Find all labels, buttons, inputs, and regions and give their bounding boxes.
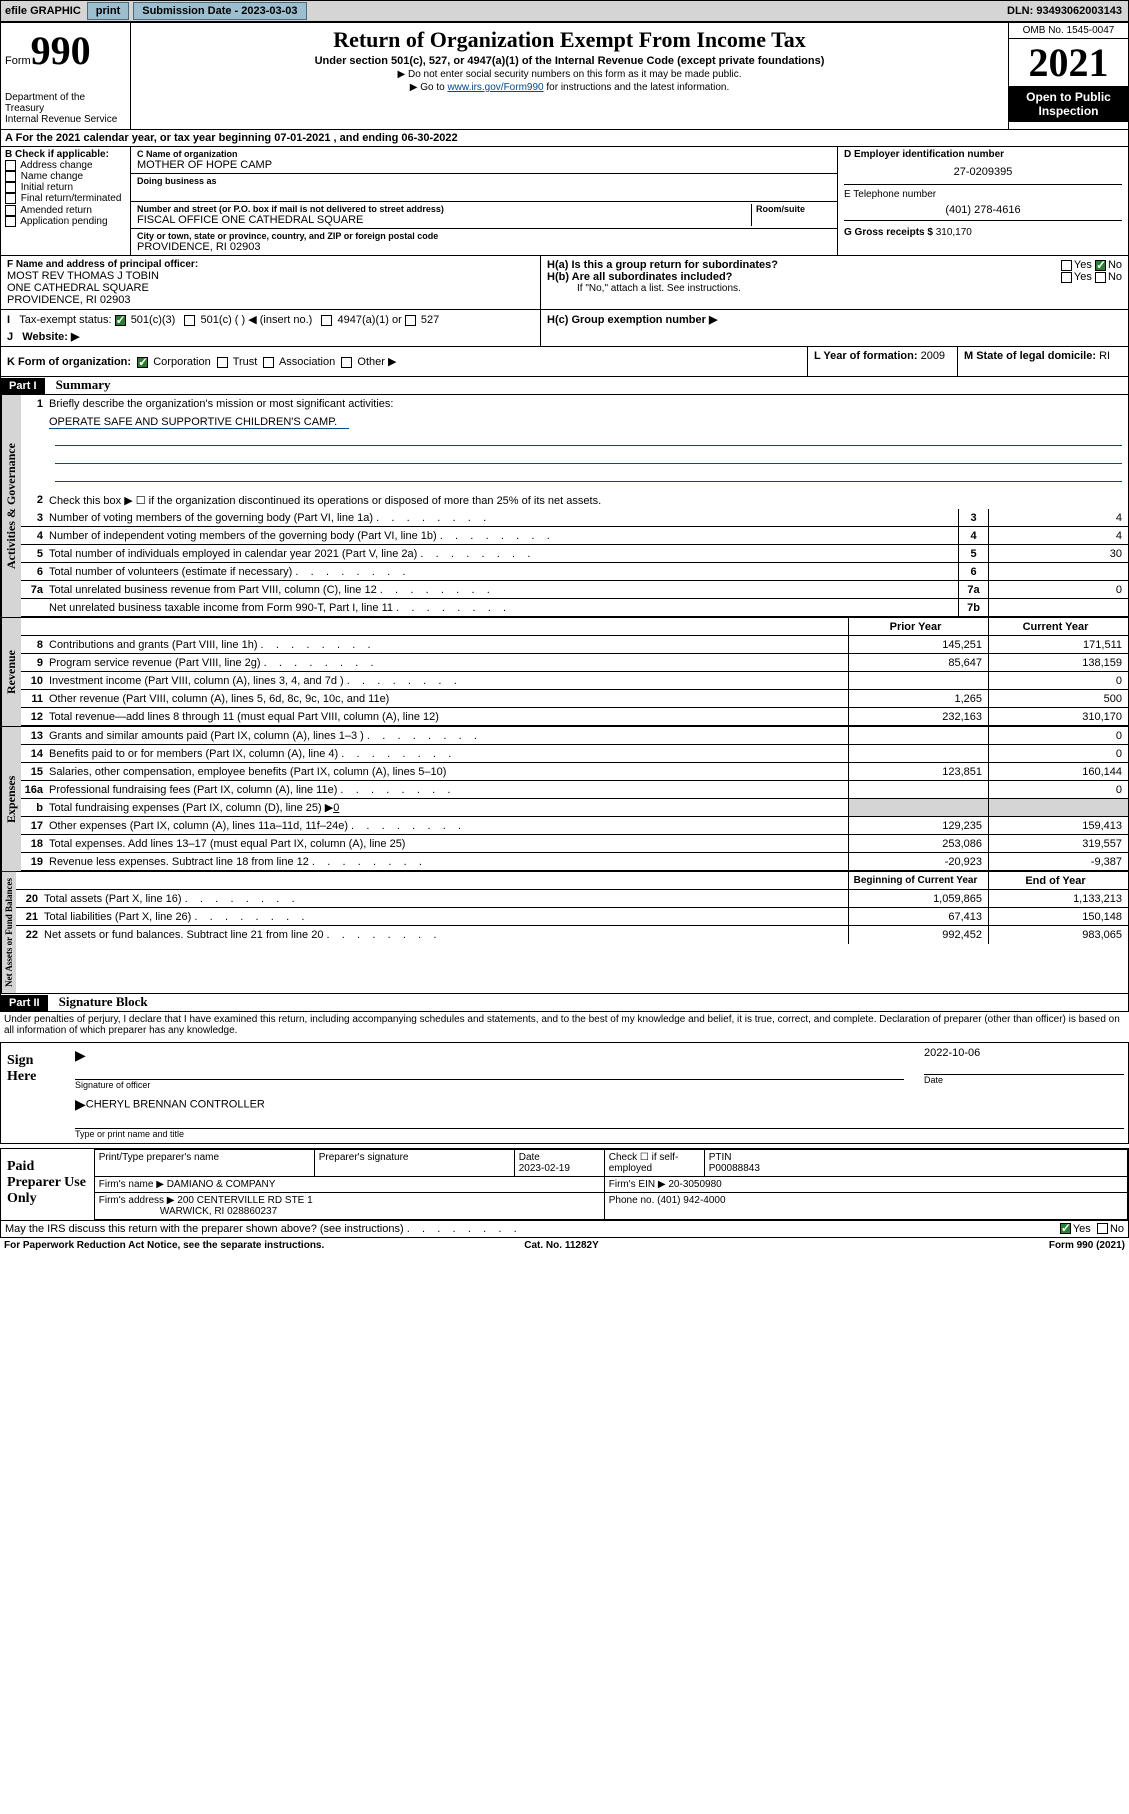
ein-value: 27-0209395	[844, 160, 1122, 184]
section-klm: K Form of organization: Corporation Trus…	[0, 347, 1129, 377]
topbar: efile GRAPHIC print Submission Date - 20…	[0, 0, 1129, 22]
print-button[interactable]: print	[87, 2, 129, 20]
tax-year: 2021	[1009, 39, 1128, 86]
form-title: Return of Organization Exempt From Incom…	[135, 27, 1004, 53]
501c-checkbox[interactable]	[184, 315, 195, 326]
4947-checkbox[interactable]	[321, 315, 332, 326]
501c3-checkbox[interactable]	[115, 315, 126, 326]
phone-value: (401) 278-4616	[844, 200, 1122, 220]
association-checkbox[interactable]	[263, 357, 274, 368]
col-b: B Check if applicable: Address change Na…	[1, 147, 131, 255]
revenue-section: Revenue Prior YearCurrent Year 8Contribu…	[0, 617, 1129, 726]
netassets-section: Net Assets or Fund Balances Beginning of…	[0, 871, 1129, 994]
group-return-no-checkbox[interactable]	[1095, 260, 1106, 271]
gross-receipts: 310,170	[936, 227, 972, 238]
sign-here-section: Sign Here ▶Signature of officer 2022-10-…	[0, 1042, 1129, 1144]
org-city: PROVIDENCE, RI 02903	[137, 241, 831, 253]
form-note2: ▶ Go to www.irs.gov/Form990 for instruct…	[135, 82, 1004, 93]
line4-value: 4	[988, 527, 1128, 544]
discuss-no-checkbox[interactable]	[1097, 1223, 1108, 1234]
efile-label: efile GRAPHIC	[1, 5, 85, 17]
state-domicile: RI	[1099, 350, 1110, 362]
line7a-value: 0	[988, 581, 1128, 598]
other-checkbox[interactable]	[341, 357, 352, 368]
section-ij: I Tax-exempt status: 501(c)(3) 501(c) ( …	[0, 310, 1129, 347]
preparer-table: Print/Type preparer's name Preparer's si…	[94, 1149, 1128, 1220]
paid-preparer-section: Paid Preparer Use Only Print/Type prepar…	[0, 1148, 1129, 1221]
discuss-yes-checkbox[interactable]	[1060, 1223, 1071, 1234]
form990-link[interactable]: www.irs.gov/Form990	[447, 82, 543, 93]
line5-value: 30	[988, 545, 1128, 562]
form-subtitle: Under section 501(c), 527, or 4947(a)(1)…	[135, 55, 1004, 67]
footer: For Paperwork Reduction Act Notice, see …	[0, 1238, 1129, 1253]
discuss-row: May the IRS discuss this return with the…	[0, 1221, 1129, 1238]
trust-checkbox[interactable]	[217, 357, 228, 368]
final-return-checkbox[interactable]	[5, 193, 16, 204]
527-checkbox[interactable]	[405, 315, 416, 326]
name-change-checkbox[interactable]	[5, 171, 16, 182]
omb-label: OMB No. 1545-0047	[1009, 23, 1128, 39]
org-address: FISCAL OFFICE ONE CATHEDRAL SQUARE	[137, 214, 751, 226]
section-fh: F Name and address of principal officer:…	[0, 256, 1129, 310]
group-return-yes-checkbox[interactable]	[1061, 260, 1072, 271]
ptin-value: P00088843	[709, 1163, 760, 1174]
officer-name: MOST REV THOMAS J TOBIN	[7, 270, 534, 282]
governance-tab: Activities & Governance	[1, 395, 21, 617]
part2-header: Part II Signature Block	[0, 994, 1129, 1012]
amended-return-checkbox[interactable]	[5, 205, 16, 216]
governance-section: Activities & Governance 1Briefly describ…	[0, 395, 1129, 617]
section-bcd: B Check if applicable: Address change Na…	[0, 147, 1129, 256]
open-public-label: Open to Public Inspection	[1009, 86, 1128, 122]
period-row: A For the 2021 calendar year, or tax yea…	[0, 130, 1129, 147]
signer-name: CHERYL BRENNAN CONTROLLER	[86, 1098, 265, 1110]
year-formation: 2009	[921, 350, 945, 362]
firm-ein: 20-3050980	[668, 1179, 721, 1190]
dln-label: DLN: 93493062003143	[1007, 5, 1128, 17]
expenses-tab: Expenses	[1, 727, 21, 871]
form-word: Form	[5, 55, 31, 67]
expenses-section: Expenses 13Grants and similar amounts pa…	[0, 726, 1129, 871]
mission-text: OPERATE SAFE AND SUPPORTIVE CHILDREN'S C…	[49, 416, 349, 429]
col-d: D Employer identification number 27-0209…	[838, 147, 1128, 255]
line3-value: 4	[988, 509, 1128, 526]
col-c: C Name of organization MOTHER OF HOPE CA…	[131, 147, 838, 255]
form-number: 990	[31, 28, 91, 73]
org-name: MOTHER OF HOPE CAMP	[137, 159, 831, 171]
corporation-checkbox[interactable]	[137, 357, 148, 368]
firm-name: DAMIANO & COMPANY	[167, 1179, 276, 1190]
address-change-checkbox[interactable]	[5, 160, 16, 171]
application-pending-checkbox[interactable]	[5, 216, 16, 227]
line7b-value	[988, 599, 1128, 616]
part1-header: Part I Summary	[0, 377, 1129, 395]
penalty-text: Under penalties of perjury, I declare th…	[0, 1012, 1129, 1038]
dept-label: Department of the Treasury Internal Reve…	[5, 92, 126, 125]
form-note1: ▶ Do not enter social security numbers o…	[135, 69, 1004, 80]
submission-date-button[interactable]: Submission Date - 2023-03-03	[133, 2, 306, 20]
firm-phone: (401) 942-4000	[657, 1195, 725, 1206]
netassets-tab: Net Assets or Fund Balances	[1, 872, 16, 993]
form-header: Form990 Department of the Treasury Inter…	[0, 22, 1129, 130]
subordinates-no-checkbox[interactable]	[1095, 272, 1106, 283]
initial-return-checkbox[interactable]	[5, 182, 16, 193]
line6-value	[988, 563, 1128, 580]
revenue-tab: Revenue	[1, 618, 21, 726]
subordinates-yes-checkbox[interactable]	[1061, 272, 1072, 283]
